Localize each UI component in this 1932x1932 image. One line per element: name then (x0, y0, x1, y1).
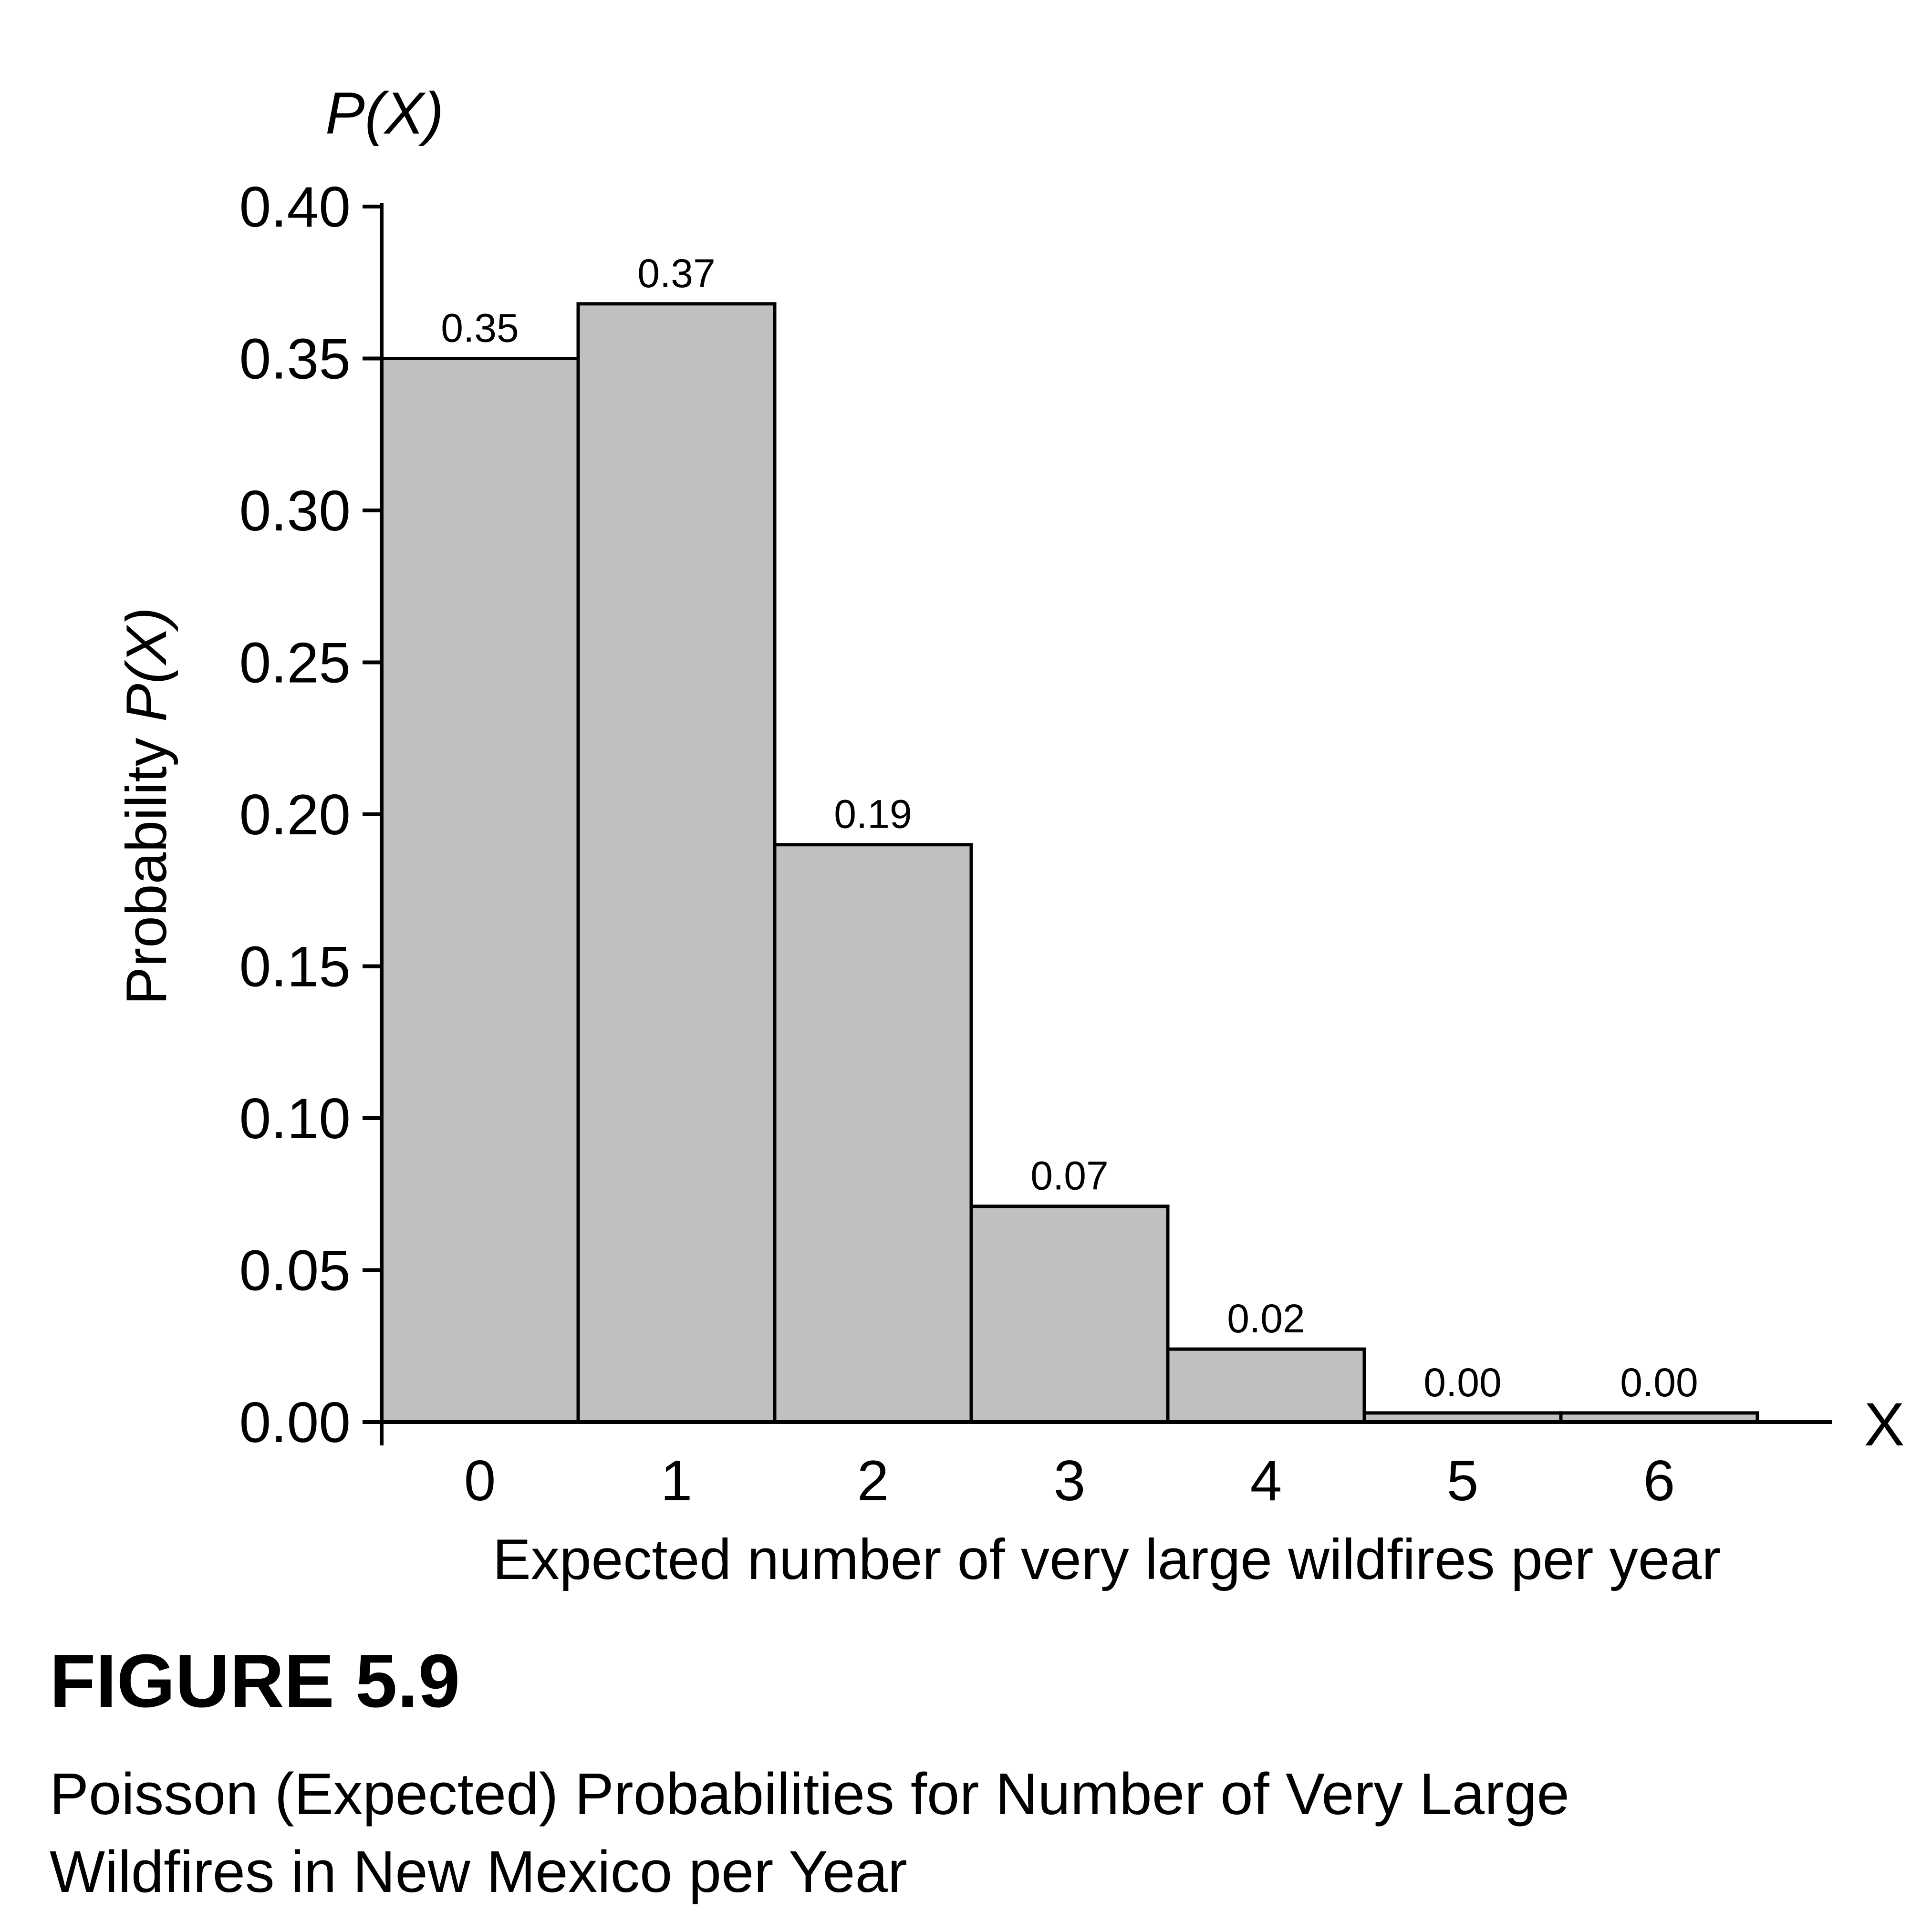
x-tick-label-5: 5 (1447, 1449, 1479, 1513)
y-axis: 0.00 0.05 0.10 0.15 0.20 0.25 0.30 0.35 0.40 (239, 175, 384, 1454)
x-tick-label-3: 3 (1054, 1449, 1086, 1513)
data-label-5: 0.00 (1423, 1360, 1502, 1405)
data-label-4: 0.02 (1227, 1296, 1305, 1341)
data-label-6: 0.00 (1620, 1360, 1698, 1405)
bar-4 (1166, 1347, 1366, 1424)
x-axis: 0 1 2 3 4 5 6 (367, 1420, 1832, 1513)
y-tick-label: 0.40 (239, 175, 351, 239)
data-label-3: 0.07 (1030, 1153, 1109, 1198)
bar-0 (380, 357, 580, 1424)
figure-number: FIGURE 5.9 (50, 1639, 460, 1723)
y-tick-label: 0.35 (239, 327, 351, 391)
x-axis-end-label: X (1864, 1391, 1904, 1459)
y-axis-title-prefix: Probability (114, 722, 178, 1005)
x-tick-label-2: 2 (857, 1449, 889, 1513)
y-tick-label: 0.05 (239, 1239, 351, 1303)
bars-group (380, 302, 1759, 1424)
y-axis-title-symbol: P(X) (114, 607, 178, 722)
y-tick-label: 0.15 (239, 935, 351, 999)
y-axis-top-label: P(X) (325, 81, 444, 146)
figure-caption-line-2: Wildfires in New Mexico per Year (50, 1839, 907, 1905)
x-tick-label-4: 4 (1250, 1449, 1282, 1513)
x-tick-label-0: 0 (464, 1449, 496, 1513)
y-tick-label: 0.25 (239, 631, 351, 695)
data-label-1: 0.37 (637, 251, 716, 296)
x-tick-label-6: 6 (1643, 1449, 1675, 1513)
bar-1 (576, 302, 777, 1424)
bar-chart: 0.35 0.37 0.19 0.07 0.02 0.00 0.00 0.00 0.05 0.1… (114, 81, 1905, 1591)
y-tick-label: 0.10 (239, 1087, 351, 1151)
data-labels-group: 0.35 0.37 0.19 0.07 0.02 0.00 0.00 (441, 251, 1698, 1405)
x-tick-label-1: 1 (661, 1449, 693, 1513)
data-label-0: 0.35 (441, 306, 519, 351)
bar-2 (773, 843, 973, 1424)
x-axis-title: Expected number of very large wildfires … (493, 1527, 1721, 1591)
y-tick-label: 0.20 (239, 783, 351, 847)
y-tick-label: 0.30 (239, 479, 351, 543)
x-ticks-group: 0 1 2 3 4 5 6 (464, 1449, 1675, 1513)
figure-caption-line-1: Poisson (Expected) Probabilities for Num… (50, 1762, 1569, 1827)
y-axis-title: Probability P(X) (114, 607, 178, 1005)
y-ticks-group: 0.00 0.05 0.10 0.15 0.20 0.25 0.30 0.35 0.40 (239, 175, 382, 1454)
y-tick-label: 0.00 (239, 1391, 351, 1454)
figure-caption: Poisson (Expected) Probabilities for Num… (50, 1755, 1862, 1911)
bar-3 (969, 1205, 1170, 1424)
data-label-2: 0.19 (834, 792, 912, 837)
